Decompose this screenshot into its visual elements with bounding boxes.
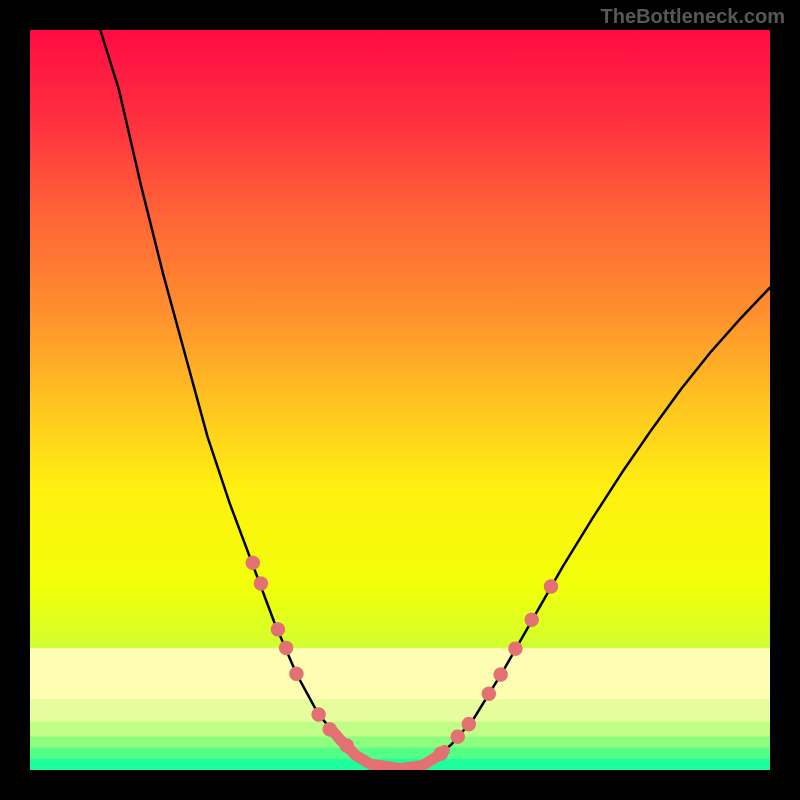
scatter-point (451, 730, 465, 744)
scatter-point (254, 576, 268, 590)
scatter-point (525, 613, 539, 627)
scatter-point (434, 747, 448, 761)
scatter-point (311, 707, 325, 721)
scatter-point (544, 579, 558, 593)
scatter-point (289, 667, 303, 681)
frame-left (0, 0, 30, 800)
chart-overlay (30, 30, 770, 770)
frame-bottom (0, 770, 800, 800)
scatter-point (246, 556, 260, 570)
scatter-point (323, 722, 337, 736)
scatter-point (462, 717, 476, 731)
bottleneck-curve (100, 30, 770, 769)
scatter-point (279, 641, 293, 655)
scatter-point (493, 667, 507, 681)
scatter-point (340, 738, 354, 752)
scatter-point (482, 687, 496, 701)
scatter-point (508, 641, 522, 655)
frame-right (770, 0, 800, 800)
watermark-text: TheBottleneck.com (601, 6, 785, 29)
plot-area (30, 30, 770, 770)
scatter-point (271, 622, 285, 636)
